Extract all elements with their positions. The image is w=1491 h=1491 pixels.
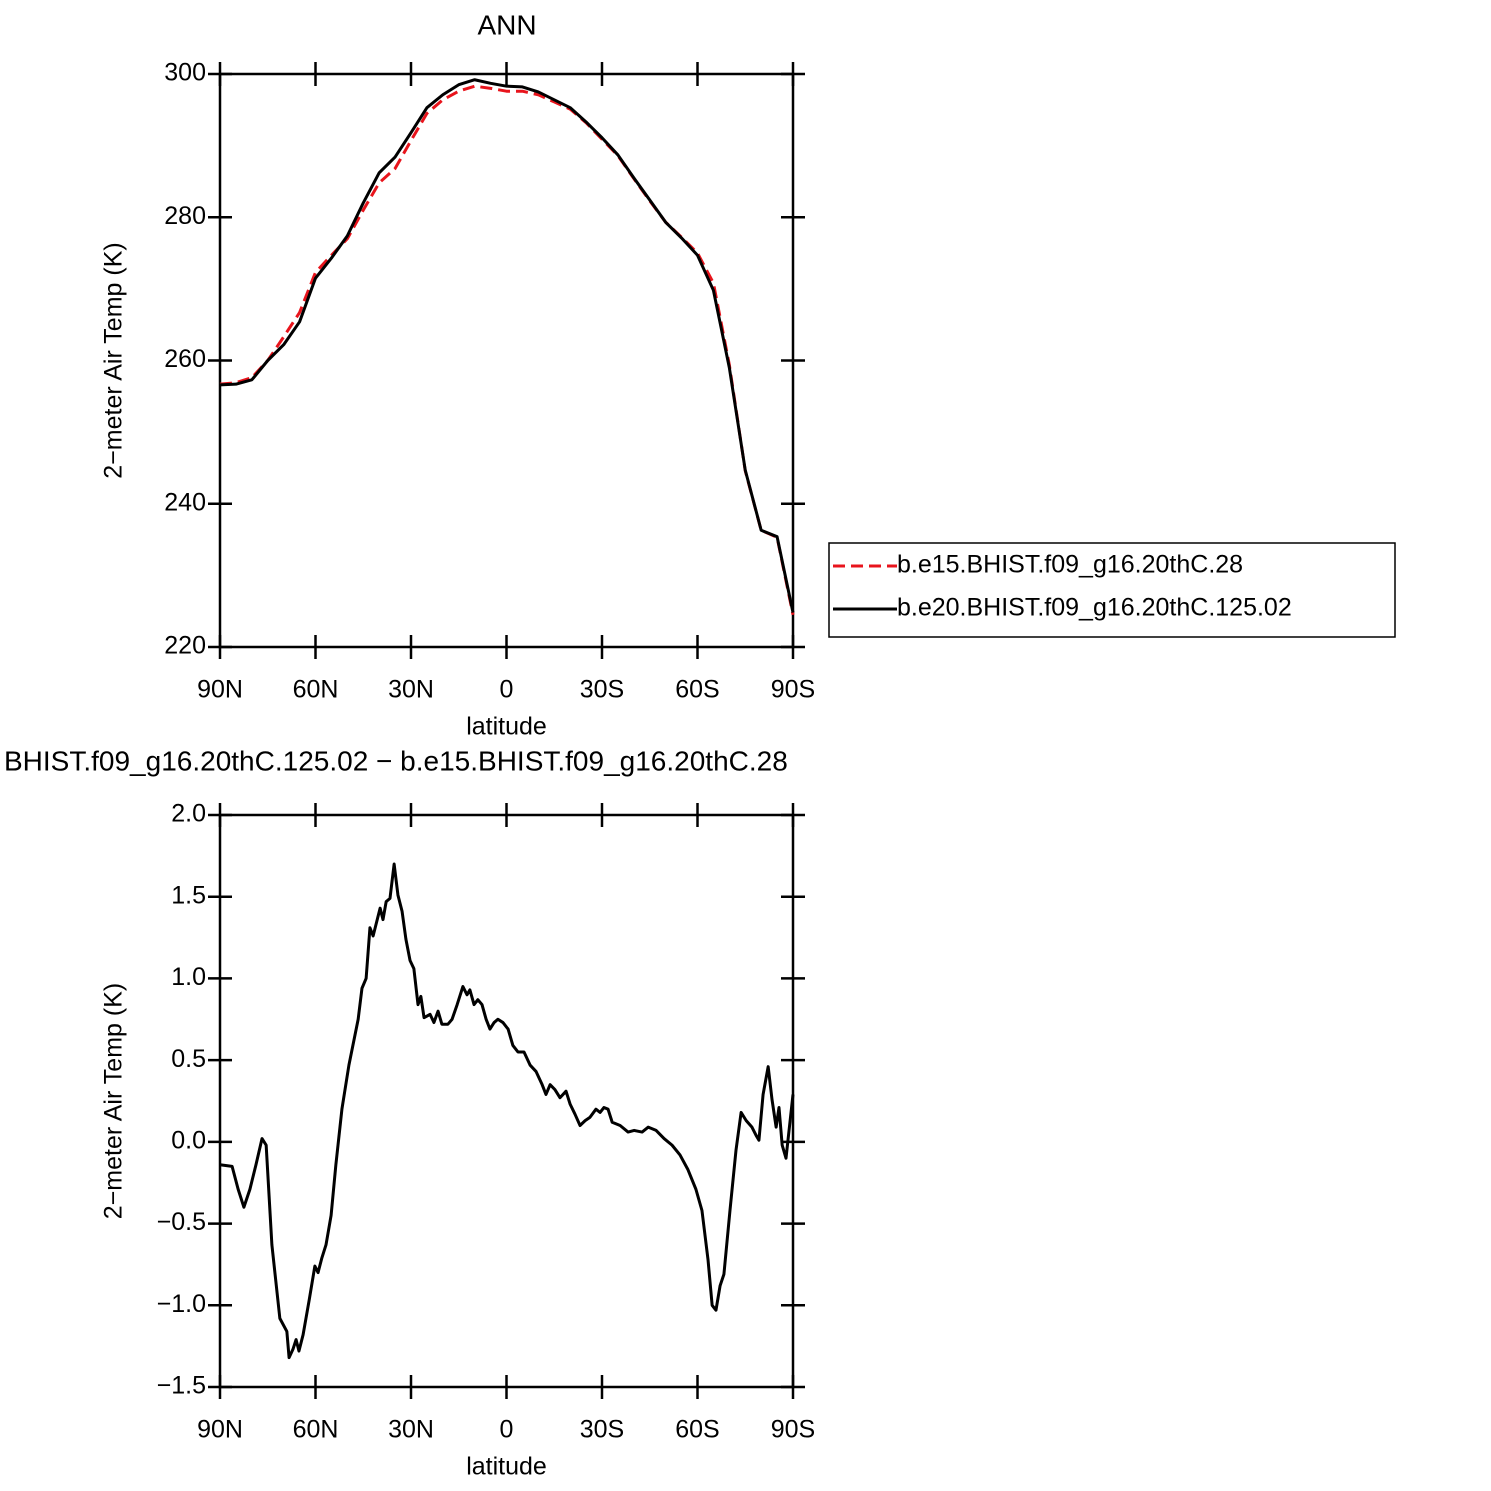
line-series xyxy=(219,84,795,616)
x-tick-label: 90N xyxy=(197,1416,243,1444)
y-tick-label: 0.0 xyxy=(171,1126,206,1154)
x-axis-label: latitude xyxy=(466,1453,547,1481)
x-tick-label: 90S xyxy=(771,1416,815,1444)
y-tick-label: 300 xyxy=(164,59,206,87)
x-tick-label: 60S xyxy=(675,1416,719,1444)
chart-title: BHIST.f09_g16.20thC.125.02 − b.e15.BHIST… xyxy=(4,745,788,776)
plot-frame xyxy=(218,813,795,1389)
legend-label: b.e15.BHIST.f09_g16.20thC.28 xyxy=(897,551,1243,579)
y-axis-label: 2−meter Air Temp (K) xyxy=(100,983,128,1219)
x-tick-label: 30N xyxy=(388,676,434,704)
x-axis-label: latitude xyxy=(466,713,547,741)
line-series xyxy=(219,862,795,1360)
x-tick-label: 90N xyxy=(197,676,243,704)
x-tick-label: 30S xyxy=(580,1416,624,1444)
line-series xyxy=(219,78,795,613)
x-tick-label: 60N xyxy=(293,1416,339,1444)
legend-label: b.e20.BHIST.f09_g16.20thC.125.02 xyxy=(897,594,1292,622)
y-tick-label: −1.0 xyxy=(157,1290,206,1318)
x-tick-label: 0 xyxy=(500,1416,514,1444)
legend-box xyxy=(828,542,1396,638)
y-tick-label: 220 xyxy=(164,632,206,660)
x-tick-label: 90S xyxy=(771,676,815,704)
y-tick-label: 1.0 xyxy=(171,963,206,991)
x-tick-label: 30N xyxy=(388,1416,434,1444)
x-tick-label: 60S xyxy=(675,676,719,704)
y-axis-label: 2−meter Air Temp (K) xyxy=(100,242,128,478)
y-tick-label: 260 xyxy=(164,345,206,373)
y-tick-label: 280 xyxy=(164,202,206,230)
y-tick-label: 240 xyxy=(164,488,206,516)
y-tick-label: −0.5 xyxy=(157,1208,206,1236)
y-tick-label: 0.5 xyxy=(171,1045,206,1073)
y-tick-label: 1.5 xyxy=(171,881,206,909)
x-tick-label: 60N xyxy=(293,676,339,704)
y-tick-label: −1.5 xyxy=(157,1372,206,1400)
x-tick-label: 30S xyxy=(580,676,624,704)
y-tick-label: 2.0 xyxy=(171,800,206,828)
x-tick-label: 0 xyxy=(500,676,514,704)
plot-frame xyxy=(218,72,795,649)
chart-title: ANN xyxy=(477,9,536,40)
